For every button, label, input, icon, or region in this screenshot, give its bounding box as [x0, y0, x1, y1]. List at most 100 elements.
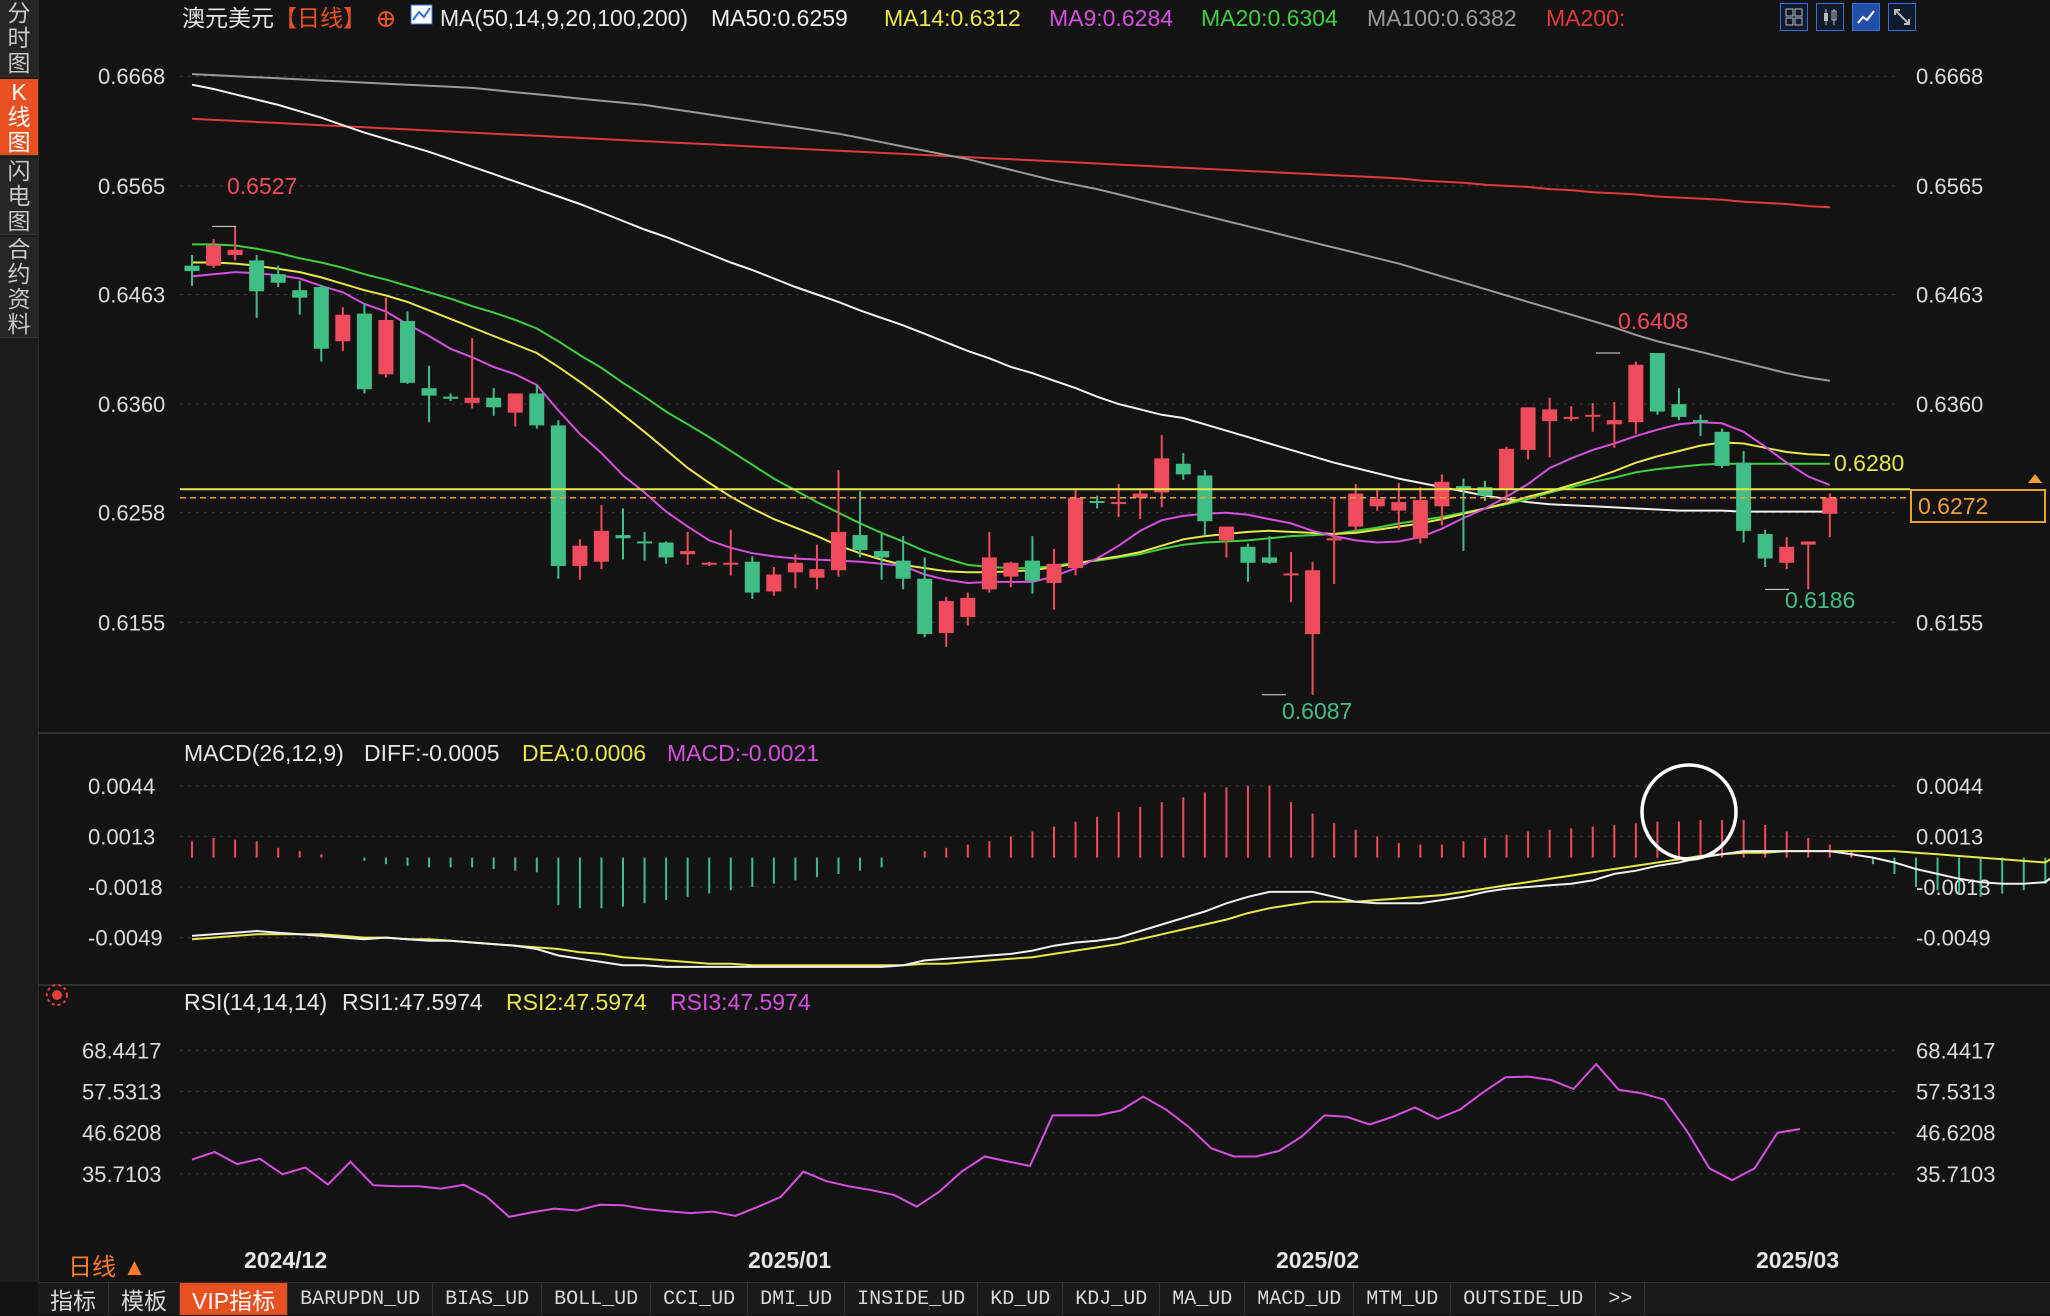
- candle-body: [335, 314, 351, 342]
- ma20-line: [192, 243, 1830, 570]
- rsi1-value: RSI1:47.5974: [342, 989, 483, 1015]
- rsi-tick-right: 35.7103: [1916, 1162, 1996, 1187]
- candle-body: [400, 321, 415, 383]
- grid-layout-icon[interactable]: [1780, 3, 1808, 31]
- macd-tick-left: 0.0044: [88, 774, 155, 799]
- settings-sun-icon[interactable]: [46, 984, 68, 1006]
- chart-area[interactable]: 0.6668 0.6668 0.6565 0.6565 0.6463 0.6463 0.63…: [38, 0, 2050, 1282]
- tab-dmi[interactable]: DMI_UD: [748, 1283, 846, 1315]
- tab-k-line-chart-label: K线图: [7, 78, 31, 155]
- rsi-tick-left: 57.5313: [82, 1080, 162, 1105]
- crosshair-icon[interactable]: [378, 11, 394, 27]
- tab-k-line-chart[interactable]: K线图: [0, 79, 38, 156]
- indicator-tab-bar: 指标 模板 VIP指标 BARUPDN_UD BIAS_UD BOLL_UD C…: [38, 1282, 2050, 1315]
- candle-body: [313, 287, 329, 349]
- x-label-2025-03: 2025/03: [1756, 1247, 1839, 1273]
- candle-body: [464, 397, 480, 404]
- candle-body: [529, 393, 545, 426]
- fullscreen-icon[interactable]: [1888, 3, 1916, 31]
- symbol-title: 澳元美元: [182, 5, 274, 31]
- tab-barupdn[interactable]: BARUPDN_UD: [288, 1283, 434, 1315]
- tab-boll[interactable]: BOLL_UD: [542, 1283, 652, 1315]
- candle-body: [1628, 364, 1644, 423]
- price-tick-right: 0.6565: [1916, 174, 1983, 199]
- tab-contract-info[interactable]: 合约资料: [0, 237, 38, 338]
- grid-lines: [38, 75, 2050, 1175]
- candle-body: [1606, 420, 1622, 425]
- ma14-value: MA14:0.6312: [884, 5, 1021, 31]
- candle-body: [421, 388, 437, 396]
- x-label-2025-01: 2025/01: [748, 1247, 831, 1273]
- high-label: 0.6527: [227, 173, 297, 199]
- left-tab-bar: 分时图 K线图 闪电图 合约资料: [0, 0, 39, 1282]
- price-tick-left: 0.6155: [98, 610, 165, 635]
- price-tick-left: 0.6360: [98, 392, 165, 417]
- tab-flash-chart[interactable]: 闪电图: [0, 158, 38, 235]
- candle-body: [1003, 562, 1019, 577]
- tab-inside[interactable]: INSIDE_UD: [845, 1283, 979, 1315]
- macd-header: MACD(26,12,9): [184, 740, 344, 766]
- ma100-line: [191, 73, 1830, 382]
- candle-body: [831, 531, 846, 571]
- rsi-tick-right: 46.6208: [1916, 1121, 1996, 1146]
- candle-body: [766, 574, 782, 592]
- candle-body: [658, 542, 674, 558]
- ma9-value: MA9:0.6284: [1049, 5, 1173, 31]
- line-chart-icon[interactable]: [1852, 3, 1880, 31]
- candle-body: [1455, 486, 1471, 490]
- macd-tick-left: 0.0013: [88, 824, 155, 849]
- price-tick-right: 0.6155: [1916, 610, 1983, 635]
- x-label-2024-12: 2024/12: [244, 1247, 327, 1273]
- tab-indicator[interactable]: 指标: [38, 1283, 109, 1315]
- tab-time-chart[interactable]: 分时图: [0, 0, 38, 77]
- tab-macd[interactable]: MACD_UD: [1245, 1283, 1355, 1315]
- ma100-value: MA100:0.6382: [1367, 5, 1517, 31]
- tab-time-chart-label: 分时图: [7, 0, 31, 76]
- moving-average-lines: [191, 73, 1831, 585]
- tab-ma[interactable]: MA_UD: [1160, 1283, 1246, 1315]
- candle-style-icon[interactable]: [1816, 3, 1844, 31]
- indicator-chart-icon[interactable]: [410, 4, 433, 25]
- rsi-tick-left: 46.6208: [82, 1121, 162, 1146]
- tab-cci[interactable]: CCI_UD: [651, 1283, 749, 1315]
- candle-body: [1477, 487, 1493, 496]
- candle-body: [206, 245, 222, 266]
- price-overlays: [180, 225, 1910, 696]
- candle-body: [852, 535, 868, 550]
- tab-more[interactable]: >>: [1596, 1283, 1646, 1315]
- dea-line: [191, 850, 2050, 967]
- current-price-box: 0.6272: [1910, 489, 2046, 523]
- ma200-line: [191, 117, 1830, 209]
- candle-body: [1326, 538, 1342, 541]
- macd-value: MACD:-0.0021: [667, 740, 819, 766]
- candle-body: [615, 535, 631, 539]
- candle-body: [1218, 526, 1234, 541]
- candle-body: [1714, 431, 1730, 466]
- rsi2-value: RSI2:47.5974: [506, 989, 647, 1015]
- candle-body: [1111, 502, 1127, 505]
- tab-kd[interactable]: KD_UD: [978, 1283, 1064, 1315]
- macd-tick-right: 0.0044: [1916, 774, 1983, 799]
- candle-body: [507, 393, 523, 413]
- candle-body: [701, 562, 717, 565]
- macd-panel: [191, 785, 2050, 968]
- tab-mtm[interactable]: MTM_UD: [1354, 1283, 1452, 1315]
- tab-vip-indicator[interactable]: VIP指标: [180, 1283, 289, 1315]
- period-selector[interactable]: 日线 ▲: [68, 1254, 147, 1281]
- ma200-value: MA200:: [1546, 5, 1625, 31]
- candle-body: [292, 290, 308, 298]
- candle-body: [809, 569, 825, 578]
- candle-body: [1154, 458, 1170, 493]
- macd-diff: DIFF:-0.0005: [364, 740, 500, 766]
- candle-body: [1520, 407, 1536, 450]
- tab-outside[interactable]: OUTSIDE_UD: [1451, 1283, 1597, 1315]
- tab-template[interactable]: 模板: [109, 1283, 180, 1315]
- tab-bias[interactable]: BIAS_UD: [433, 1283, 543, 1315]
- candle-body: [1779, 546, 1795, 563]
- macd-tick-right: -0.0049: [1916, 926, 1991, 951]
- candle-body: [184, 265, 200, 272]
- macd-dea: DEA:0.0006: [522, 740, 646, 766]
- tab-kdj[interactable]: KDJ_UD: [1063, 1283, 1161, 1315]
- candle-body: [895, 560, 911, 579]
- ma20-value: MA20:0.6304: [1201, 5, 1338, 31]
